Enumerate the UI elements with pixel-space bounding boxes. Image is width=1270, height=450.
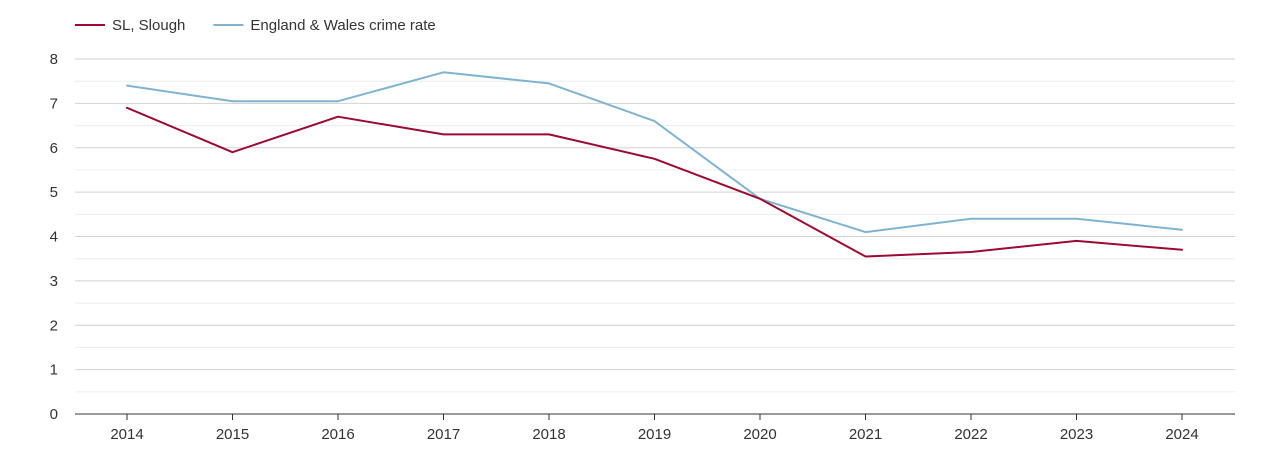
- series-line-0: [126, 106, 1183, 258]
- x-axis: 2014 2015 2016 2017 2018 2019 2020 2021 2022 2023…: [75, 413, 1235, 443]
- y-tick-label: 5: [50, 184, 58, 201]
- y-tick-label: 1: [50, 362, 58, 379]
- legend-item-0[interactable]: SL, Slough: [75, 17, 185, 34]
- y-tick-label: 7: [50, 95, 58, 112]
- x-tick-label: 2023: [1060, 426, 1093, 443]
- x-tick-label: 2019: [638, 426, 671, 443]
- grid: [75, 58, 1235, 393]
- x-tick-label: 2014: [110, 426, 143, 443]
- y-axis: 0 1 2 3 4 5 6 7 8: [50, 51, 58, 423]
- x-tick-label: 2017: [427, 426, 460, 443]
- legend: SL, Slough England & Wales crime rate: [75, 17, 436, 34]
- x-tick-label: 2024: [1165, 426, 1198, 443]
- y-tick-label: 4: [50, 229, 58, 246]
- x-tick-label: 2018: [532, 426, 565, 443]
- x-tick-label: 2020: [743, 426, 776, 443]
- x-tick-label: 2015: [216, 426, 249, 443]
- series-line-1: [126, 71, 1183, 234]
- y-tick-label: 0: [50, 406, 58, 423]
- legend-item-1[interactable]: England & Wales crime rate: [213, 17, 436, 34]
- y-tick-label: 6: [50, 140, 58, 157]
- series-group: [126, 71, 1183, 258]
- legend-label-0: SL, Slough: [112, 17, 185, 34]
- y-tick-label: 2: [50, 317, 58, 334]
- y-tick-label: 3: [50, 273, 58, 290]
- x-tick-label: 2021: [849, 426, 882, 443]
- y-tick-label: 8: [50, 51, 58, 68]
- legend-label-1: England & Wales crime rate: [250, 17, 435, 34]
- x-tick-label: 2016: [321, 426, 354, 443]
- x-tick-label: 2022: [954, 426, 987, 443]
